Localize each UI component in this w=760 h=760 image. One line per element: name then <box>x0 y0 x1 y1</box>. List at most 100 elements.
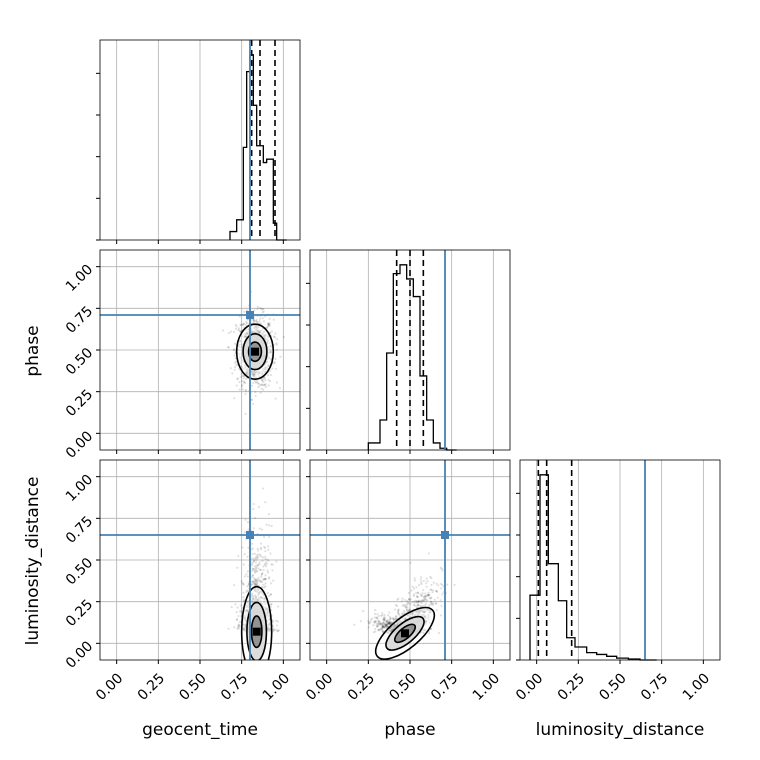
sample-point <box>393 608 397 611</box>
sample-point <box>272 579 275 582</box>
sample-point <box>383 618 386 622</box>
sample-point <box>260 596 263 600</box>
sample-point <box>268 627 272 630</box>
sample-point <box>253 374 256 378</box>
sample-point <box>275 338 279 341</box>
histogram-step <box>529 474 657 661</box>
sample-point <box>236 627 239 630</box>
sample-point <box>409 561 412 564</box>
sample-point <box>262 487 265 490</box>
sample-point <box>382 626 385 629</box>
sample-point <box>416 603 419 607</box>
sample-point <box>255 380 259 384</box>
sample-point <box>246 322 249 325</box>
sample-point <box>243 575 247 578</box>
sample-point <box>261 317 264 320</box>
sample-point <box>424 629 427 632</box>
sample-point <box>275 624 279 627</box>
sample-point <box>267 628 270 631</box>
sample-point <box>254 326 257 329</box>
sample-point <box>415 586 418 589</box>
sample-point <box>262 381 265 384</box>
sample-point <box>413 579 417 582</box>
sample-point <box>253 568 256 571</box>
sample-point <box>258 331 261 334</box>
sample-point <box>259 590 262 593</box>
sample-point <box>382 617 385 620</box>
sample-point <box>261 372 264 375</box>
sample-point <box>239 361 242 364</box>
sample-point <box>441 583 444 587</box>
sample-point <box>255 370 258 373</box>
sample-point <box>275 560 278 563</box>
sample-point <box>374 630 377 633</box>
sample-point <box>242 374 245 377</box>
sample-point <box>260 596 264 599</box>
sample-point <box>275 343 278 346</box>
sample-point <box>267 352 270 355</box>
sample-point <box>421 604 425 608</box>
sample-point <box>254 596 257 600</box>
sample-point <box>258 563 261 566</box>
sample-point <box>375 620 378 623</box>
sample-point <box>242 377 245 380</box>
panel-border <box>99 459 301 661</box>
sample-point <box>234 361 237 364</box>
sample-point <box>380 623 383 626</box>
sample-point <box>254 390 257 394</box>
sample-point <box>256 382 260 385</box>
sample-point <box>274 367 278 371</box>
sample-point <box>254 596 257 599</box>
sample-point <box>428 603 431 607</box>
sample-point <box>264 334 267 337</box>
sample-point <box>256 549 260 552</box>
sample-point <box>251 372 255 376</box>
sample-point <box>261 308 264 311</box>
scatter-panel-phase-luminosity-distance <box>306 459 511 664</box>
sample-point <box>396 598 399 601</box>
sample-point <box>221 329 225 332</box>
sample-point <box>267 629 270 632</box>
sample-point <box>389 622 392 625</box>
sample-point <box>422 589 425 592</box>
sample-point <box>396 622 400 625</box>
sample-point <box>261 559 264 562</box>
sample-point <box>265 360 269 363</box>
panel-border <box>99 39 301 241</box>
sample-point <box>259 542 263 545</box>
sample-point <box>430 576 433 580</box>
sample-point <box>381 625 384 628</box>
sample-point <box>388 621 391 624</box>
sample-point <box>250 371 253 374</box>
sample-point <box>267 324 270 327</box>
sample-point <box>254 373 257 376</box>
sample-point <box>259 580 262 583</box>
sample-point <box>386 623 389 626</box>
sample-point <box>260 596 263 599</box>
sample-point <box>253 370 256 374</box>
sample-point <box>243 616 246 619</box>
sample-point <box>246 555 249 558</box>
sample-point <box>415 601 418 604</box>
sample-point <box>427 552 430 555</box>
sample-point <box>253 569 256 573</box>
sample-point <box>424 620 427 623</box>
sample-point <box>252 373 255 376</box>
sample-point <box>232 348 235 352</box>
sample-point <box>245 609 248 612</box>
sample-point <box>423 611 426 614</box>
sample-point <box>239 340 242 343</box>
sample-point <box>384 624 387 627</box>
sample-point <box>245 609 249 612</box>
sample-point <box>407 591 410 595</box>
sample-point <box>389 629 392 633</box>
sample-point <box>264 337 267 341</box>
sample-point <box>392 625 395 628</box>
sample-point <box>269 603 272 606</box>
sample-point <box>423 628 426 631</box>
sample-point <box>262 577 265 580</box>
sample-point <box>237 626 240 629</box>
sample-point <box>253 309 256 312</box>
sample-point <box>421 610 424 614</box>
